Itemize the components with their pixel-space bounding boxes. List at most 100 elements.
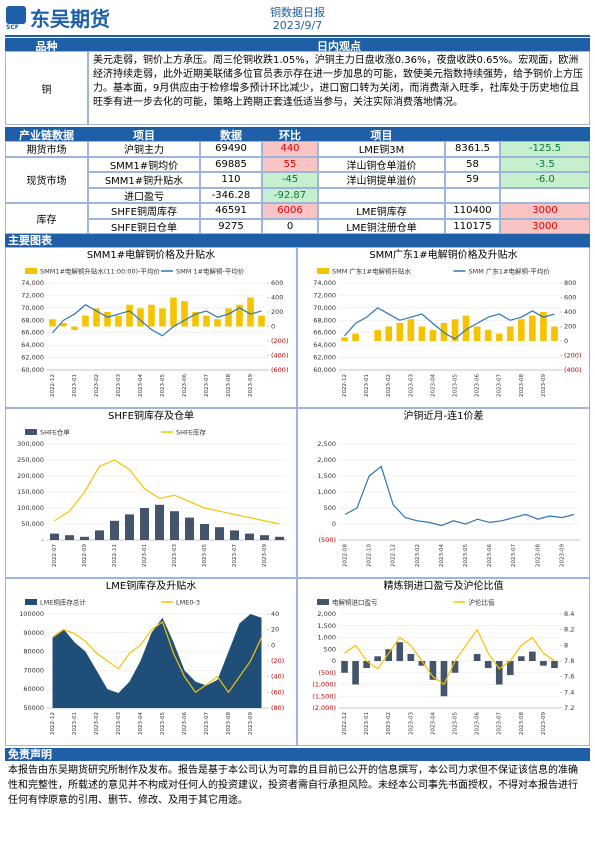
x-tick-label: 2023-05 [453,712,459,735]
y-tick-label: 62,000 [21,354,44,362]
bar [65,535,74,540]
chart: LME铜库存及升贴水 50000 60000 70000 80000 90000 10000… [19,579,284,735]
legend-swatch [317,268,329,274]
logo-sub: SCF [6,24,19,31]
bar [396,322,404,341]
x-tick-label: 2023-02 [386,712,392,735]
bar [126,304,133,327]
x-tick-label: 2022-10 [367,544,373,567]
bar [341,337,348,341]
y-tick-label: 64,000 [21,341,44,349]
x-tick-label: 2023-02 [415,544,421,567]
bar [245,533,254,540]
x-tick-label: 2022-12 [342,374,348,397]
bar [429,330,437,341]
bar [275,536,284,540]
chart-title: LME铜库存及升贴水 [106,579,197,592]
table-cell: 8361.5 [445,141,500,157]
bar [159,308,166,327]
y-tick-label: 50,000 [21,520,44,528]
y2-tick-label: 600 [564,294,576,302]
change-cell: 55 [262,156,318,172]
y2-tick-label: 8 [564,641,568,649]
legend-label: 沪伦比值 [469,598,496,607]
table-cell: 洋山铜仓单溢价 [318,156,445,172]
y2-tick-label: (20) [271,657,284,665]
x-tick-label: 2023-08 [519,374,525,397]
bar [473,326,481,341]
disclaimer-text: 本报告由东吴期货研究所制作及发布。报告是基于本公司认为可靠的且目前已公开的信息撰… [8,765,578,806]
table-cell: SMM1#铜均价 [88,156,200,172]
y2-tick-label: (80) [271,704,284,712]
bar [374,330,381,341]
table-header-bar [5,127,590,141]
table-header: 产业链数据 [19,129,74,142]
bar [529,651,536,661]
legend-label: SMM 广东1#电解铜升贴水 [332,267,411,276]
bar [473,653,481,661]
charts-bar: 主要图表 [5,234,590,247]
y2-tick-label: (40) [271,673,284,681]
y-tick-label: 74,000 [313,279,336,287]
view-col2: 日内观点 [317,40,361,53]
x-tick-label: 2023-08 [226,712,232,735]
y-tick-label: 250,000 [17,456,44,464]
bar [50,533,59,540]
table-header: 项目 [370,129,393,142]
report-title: 铜数据日报 [270,6,325,19]
table-cell: 110 [200,172,262,188]
y-tick-label: 64,000 [313,341,336,349]
bar [170,297,177,327]
line [344,465,575,527]
y-tick-label: 0 [332,520,336,528]
x-tick-label: 2022-12 [50,712,56,735]
change-cell: 3000 [500,218,590,234]
y2-tick-label: (60) [271,688,284,696]
y-tick-label: 66,000 [21,329,44,337]
x-tick-label: 2023-09 [559,544,565,567]
change-cell: -92.87 [262,187,318,203]
legend-swatch [25,599,37,605]
bar [385,326,393,341]
bar [80,536,89,540]
bar [137,308,144,327]
bar [95,530,104,540]
legend-label: SMM 广东1#电解铜-平均价 [469,267,551,276]
y-tick-label: 74,000 [21,279,44,287]
line [344,307,555,340]
table-cell: 110175 [445,218,500,234]
x-tick-label: 2023-03 [172,544,178,567]
y-tick-label: 62,000 [313,354,336,362]
y2-tick-label: 8.4 [564,610,574,618]
x-tick-label: 2023-07 [511,544,517,567]
table-cell: 59 [445,172,500,188]
bar [374,656,381,661]
bar [484,330,492,341]
y2-tick-label: (600) [271,366,288,374]
bar [155,504,164,540]
legend-swatch [317,599,329,605]
view-col1: 品种 [35,40,58,53]
change-cell: 3000 [500,203,590,219]
bar [60,322,67,327]
chart-panel [5,247,297,408]
bar [49,319,56,327]
y-tick-label: 2,000 [317,610,336,618]
logo: 东吴期货 [30,7,110,31]
chart-panel [5,578,297,746]
bar [495,661,503,685]
bar [451,661,459,673]
y-tick-label: 1,000 [317,488,336,496]
bar [363,661,370,669]
x-tick-label: 2023-05 [160,712,166,735]
bar [440,661,448,697]
bar [429,661,437,680]
y-tick-label: (2,000) [312,704,336,712]
y2-tick-label: 7.6 [564,673,574,681]
y-tick-label: 66,000 [313,329,336,337]
bar [214,319,221,327]
y2-tick-label: 40 [271,610,279,618]
bar [230,530,239,540]
chart: 精炼铜进口盈亏及沪伦比值 (2,000) (1,500) (1,000) (500) 0 5… [312,579,574,735]
x-tick-label: 2023-01 [72,712,78,735]
